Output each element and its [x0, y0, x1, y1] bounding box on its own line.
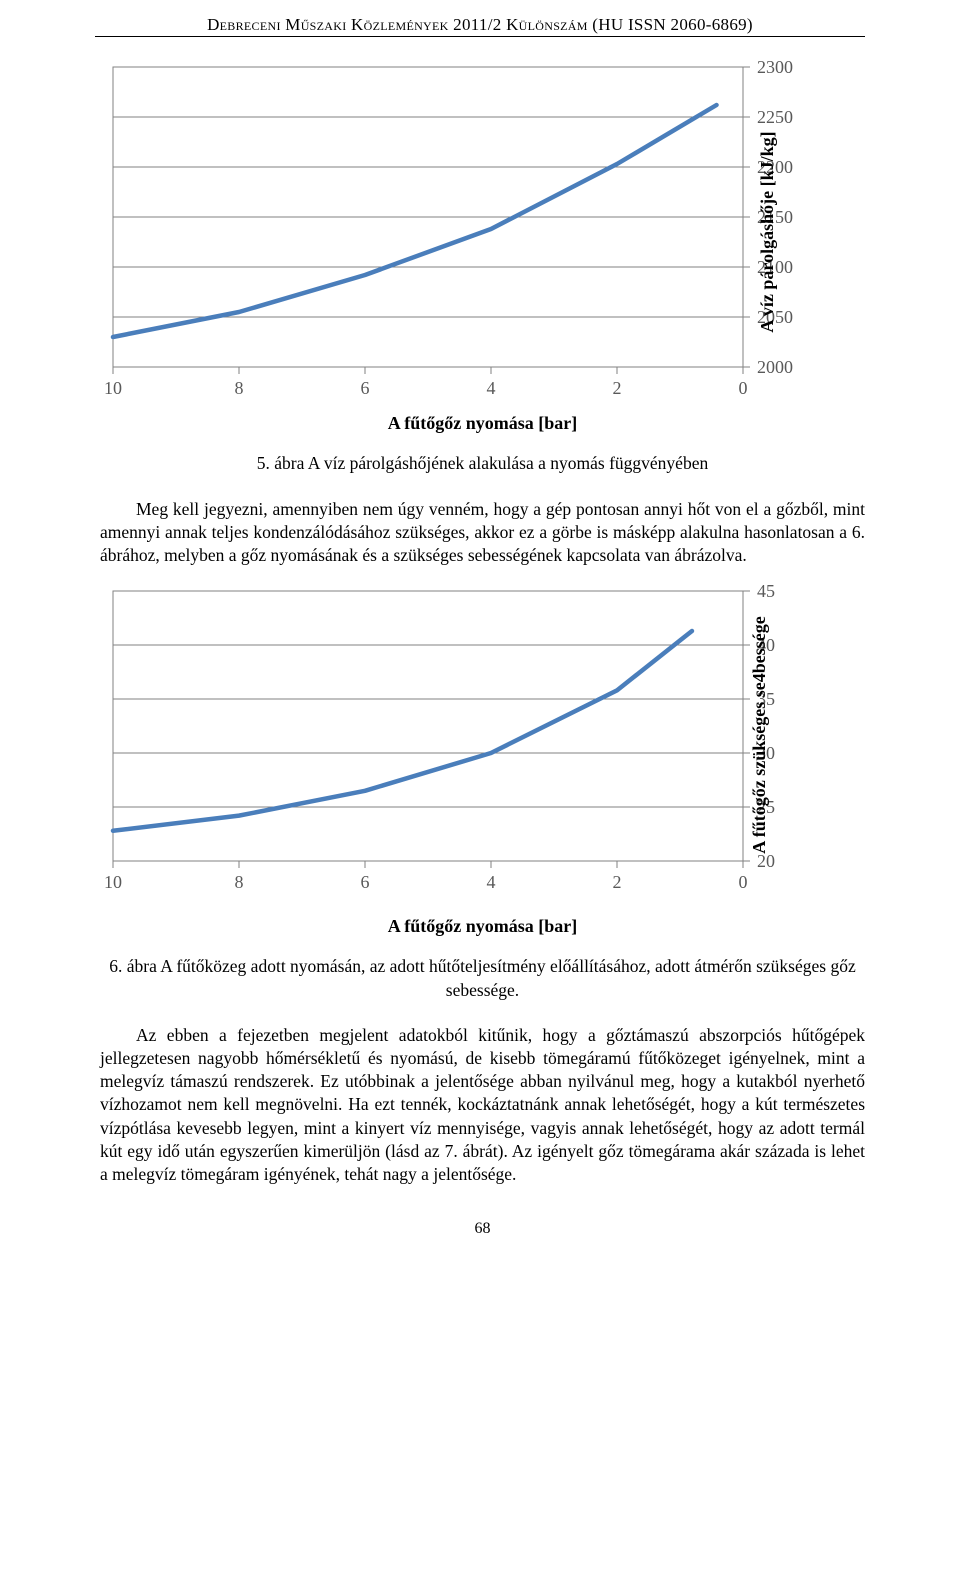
svg-text:2250: 2250: [757, 107, 793, 127]
chart1-svg: 20002050210021502200225023001086420: [103, 57, 863, 407]
svg-text:4: 4: [486, 378, 495, 398]
svg-text:8: 8: [234, 378, 243, 398]
header-text: Debreceni Műszaki Közlemények 2011/2 Kül…: [207, 15, 753, 34]
svg-text:8: 8: [234, 872, 243, 892]
svg-text:4: 4: [486, 872, 495, 892]
svg-text:6: 6: [360, 872, 369, 892]
chart1: 20002050210021502200225023001086420 A ví…: [103, 57, 863, 407]
chart2-wrapper: 2025303540451086420 A fűtőgőz szükséges …: [100, 581, 865, 937]
svg-text:10: 10: [104, 378, 122, 398]
chart1-x-label: A fűtőgőz nyomása [bar]: [100, 413, 865, 434]
page-number: 68: [100, 1220, 865, 1238]
svg-text:0: 0: [738, 872, 747, 892]
svg-text:2: 2: [612, 872, 621, 892]
chart2-x-label: A fűtőgőz nyomása [bar]: [100, 916, 865, 937]
chart2-y-label: A fűtőgőz szükséges se4bessége: [749, 616, 770, 853]
svg-text:45: 45: [757, 581, 775, 601]
caption2: 6. ábra A fűtőközeg adott nyomásán, az a…: [100, 955, 865, 1002]
svg-text:6: 6: [360, 378, 369, 398]
page-header: Debreceni Műszaki Közlemények 2011/2 Kül…: [0, 0, 960, 36]
caption1: 5. ábra A víz párolgáshőjének alakulása …: [100, 452, 865, 476]
svg-text:0: 0: [738, 378, 747, 398]
svg-text:2000: 2000: [757, 357, 793, 377]
svg-text:2: 2: [612, 378, 621, 398]
page-content: 20002050210021502200225023001086420 A ví…: [0, 37, 960, 1268]
svg-text:10: 10: [104, 872, 122, 892]
paragraph2: Az ebben a fejezetben megjelent adatokbó…: [100, 1024, 865, 1186]
chart1-wrapper: 20002050210021502200225023001086420 A ví…: [100, 57, 865, 434]
paragraph1: Meg kell jegyezni, amennyiben nem úgy ve…: [100, 498, 865, 567]
chart1-y-label: A víz párolgáshője [kJ/kg]: [757, 131, 778, 332]
svg-text:20: 20: [757, 851, 775, 871]
chart2: 2025303540451086420 A fűtőgőz szükséges …: [103, 581, 863, 901]
svg-text:2300: 2300: [757, 57, 793, 77]
